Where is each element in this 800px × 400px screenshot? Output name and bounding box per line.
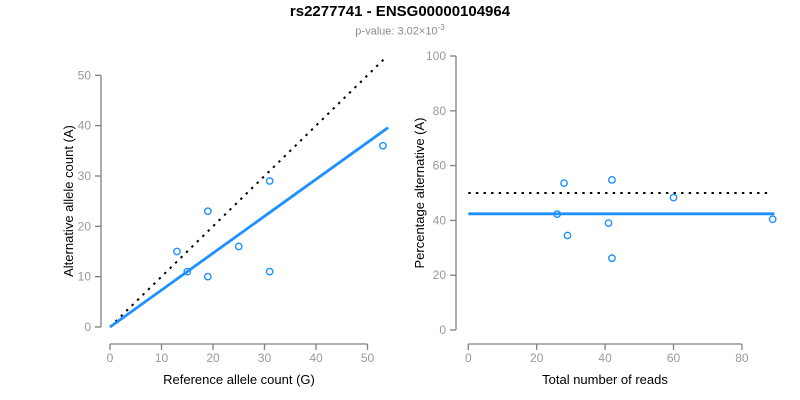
y-axis-label-left: Alternative allele count (A): [61, 125, 76, 277]
data-point: [265, 267, 274, 276]
x-tick-label: 0: [107, 351, 114, 365]
x-tick-label: 10: [155, 351, 169, 365]
data-point: [379, 141, 387, 150]
data-point: [203, 207, 212, 216]
x-tick-label: 0: [465, 351, 472, 365]
y-axis-label-right: Percentage alternative (A): [412, 117, 427, 268]
y-tick-label: 30: [78, 169, 92, 183]
y-tick-label: 50: [78, 68, 92, 82]
y-tick-label: 20: [433, 268, 447, 282]
data-point: [768, 215, 777, 224]
y-tick-label: 60: [433, 159, 447, 173]
y-tick-label: 40: [78, 119, 92, 133]
x-tick-label: 40: [598, 351, 612, 365]
left-scatter-plot: 0 10 20 30 40 50 0 10 20 30 40 50: [78, 56, 389, 365]
data-point: [183, 267, 192, 276]
x-tick-label: 20: [530, 351, 544, 365]
plot-title: rs2277741 - ENSG00000104964: [289, 3, 511, 20]
data-point: [604, 219, 613, 228]
data-point: [563, 231, 572, 240]
data-point: [560, 179, 568, 188]
data-point: [265, 177, 274, 185]
pvalue-text: p-value: 3.02×10: [355, 25, 438, 38]
data-point: [608, 254, 616, 263]
y-tick-label: 20: [78, 219, 92, 233]
x-tick-label: 60: [667, 351, 681, 365]
x-tick-label: 20: [206, 351, 220, 365]
x-tick-label: 30: [258, 351, 272, 365]
data-point: [608, 175, 616, 184]
data-point: [553, 210, 562, 218]
x-tick-label: 80: [735, 351, 749, 365]
plot-subtitle: p-value: 3.02×10-3: [0, 23, 800, 38]
y-tick-label: 80: [433, 104, 447, 118]
x-tick-label: 40: [309, 351, 323, 365]
data-point: [234, 242, 243, 251]
regression-line: [109, 126, 389, 329]
y-tick-label: 10: [78, 270, 92, 284]
y-tick-label: 0: [84, 320, 91, 334]
y-tick-label: 100: [426, 49, 446, 63]
data-point: [203, 272, 212, 281]
x-axis-label-right: Total number of reads: [542, 372, 668, 387]
data-point: [173, 247, 181, 256]
x-tick-label: 50: [361, 351, 375, 365]
y-tick-label: 0: [439, 323, 446, 337]
pvalue-exponent: -3: [437, 23, 445, 32]
y-tick-label: 40: [433, 213, 447, 227]
data-point: [669, 193, 678, 202]
right-scatter-plot: 0 20 40 60 80 100 0 20 40 60 80: [426, 49, 777, 365]
x-axis-label-left: Reference allele count (G): [163, 372, 315, 387]
identity-line: [109, 56, 387, 328]
